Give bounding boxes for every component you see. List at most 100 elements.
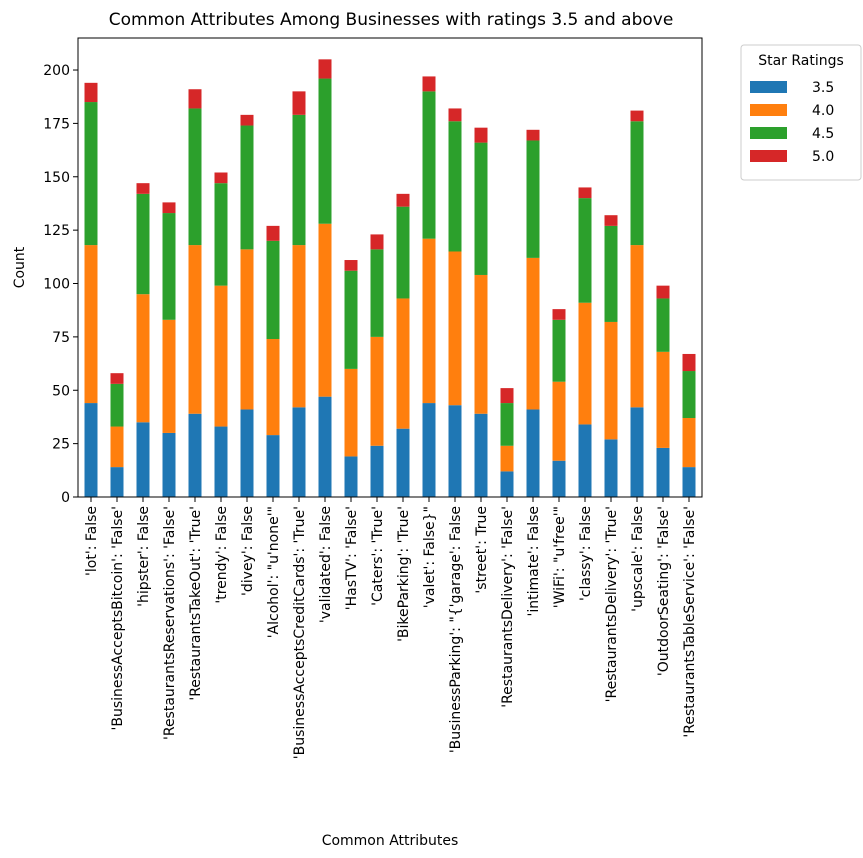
bar-segment-3-5-1 <box>110 467 124 497</box>
y-tick-label: 0 <box>61 490 70 506</box>
bar-segment-5-0-3 <box>162 202 176 214</box>
legend-box <box>740 44 862 181</box>
bar-segment-5-0-20 <box>604 215 618 226</box>
bar-segment-4-5-5 <box>214 183 228 286</box>
x-tick-label: 'Caters': 'True' <box>370 506 386 606</box>
bar-segment-4-5-9 <box>318 78 332 224</box>
bar-segment-5-0-9 <box>318 59 332 79</box>
bar-segment-4-0-4 <box>188 245 202 414</box>
bar-segment-3-5-12 <box>396 428 410 497</box>
bar-segment-4-0-22 <box>656 351 670 448</box>
bar-segment-4-0-11 <box>370 336 384 446</box>
legend-label-4-5: 4.5 <box>812 126 834 142</box>
bar-segment-3-5-8 <box>292 407 306 497</box>
bar-segment-4-0-13 <box>422 238 436 404</box>
legend-swatch-4-0 <box>750 104 787 116</box>
x-tick-label: 'OutdoorSeating': 'False' <box>656 506 672 676</box>
bar-segment-4-0-14 <box>448 251 462 406</box>
bar-segment-4-0-10 <box>344 368 358 457</box>
bar-segment-3-5-10 <box>344 456 358 497</box>
bar-segment-3-5-5 <box>214 426 228 497</box>
bar-segment-3-5-15 <box>474 413 488 497</box>
bar-segment-4-5-19 <box>578 198 592 303</box>
x-tick-label: 'RestaurantsTableService': 'False' <box>682 506 698 738</box>
bar-segment-3-5-7 <box>266 435 280 497</box>
bar-segment-3-5-17 <box>526 409 540 497</box>
bar-segment-4-0-19 <box>578 302 592 425</box>
x-tick-label: 'RestaurantsDelivery': 'True' <box>604 506 620 702</box>
x-tick-label: 'RestaurantsDelivery': 'False' <box>500 506 516 708</box>
x-axis-label: Common Attributes <box>322 833 459 849</box>
bar-segment-4-0-2 <box>136 294 150 423</box>
bar-segment-4-5-6 <box>240 125 254 250</box>
bar-segment-5-0-12 <box>396 193 410 207</box>
x-tick-label: 'lot': False <box>84 506 100 576</box>
bar-segment-5-0-21 <box>630 110 644 122</box>
legend-swatch-4-5 <box>750 127 787 139</box>
legend-title: Star Ratings <box>758 53 844 69</box>
bar-segment-4-0-15 <box>474 274 488 414</box>
bar-segment-4-5-8 <box>292 114 306 246</box>
bar-segment-5-0-17 <box>526 129 540 141</box>
bar-segment-3-5-2 <box>136 422 150 497</box>
bar-segment-3-5-9 <box>318 396 332 497</box>
x-tick-label: 'BusinessAcceptsCreditCards': 'True' <box>292 506 308 759</box>
legend-swatch-5-0 <box>750 150 787 162</box>
x-tick-label: 'RestaurantsTakeOut': 'True' <box>188 506 204 701</box>
bar-segment-4-0-6 <box>240 249 254 410</box>
bar-segment-4-5-22 <box>656 298 670 352</box>
bar-segment-3-5-22 <box>656 447 670 497</box>
bar-segment-5-0-7 <box>266 225 280 241</box>
bar-segment-4-0-20 <box>604 321 618 440</box>
bar-segment-4-0-18 <box>552 381 566 461</box>
bar-segment-5-0-15 <box>474 127 488 143</box>
y-tick-label: 50 <box>52 383 70 399</box>
bar-segment-4-0-23 <box>682 418 696 468</box>
bar-segment-4-5-11 <box>370 249 384 337</box>
bar-segment-4-5-7 <box>266 240 280 340</box>
bar-segment-3-5-19 <box>578 424 592 497</box>
bar-segment-4-0-8 <box>292 245 306 408</box>
legend: Star Ratings 3.5 4.0 4.5 5.0 <box>740 44 862 181</box>
bar-segment-4-0-3 <box>162 319 176 433</box>
bar-segment-3-5-4 <box>188 413 202 497</box>
bar-segment-4-5-17 <box>526 140 540 258</box>
x-tick-label: 'valet': False}" <box>422 506 438 608</box>
bar-segment-4-5-2 <box>136 193 150 295</box>
bar-segment-3-5-6 <box>240 409 254 497</box>
bar-segment-3-5-16 <box>500 471 514 497</box>
bar-segment-3-5-3 <box>162 432 176 497</box>
bar-segment-4-0-1 <box>110 426 124 468</box>
bar-segment-4-5-14 <box>448 121 462 252</box>
legend-label-3-5: 3.5 <box>812 80 834 96</box>
bar-segment-4-5-4 <box>188 108 202 246</box>
bar-segment-3-5-20 <box>604 439 618 497</box>
bar-segment-5-0-16 <box>500 388 514 404</box>
bar-segment-5-0-13 <box>422 76 436 92</box>
bar-segment-5-0-1 <box>110 373 124 384</box>
x-tick-label: 'classy': False <box>578 506 594 601</box>
x-tick-label: 'BusinessParking': "{'garage': False <box>448 506 464 753</box>
bar-segment-3-5-13 <box>422 403 436 497</box>
bar-segment-3-5-21 <box>630 407 644 497</box>
bar-segment-3-5-11 <box>370 445 384 497</box>
x-tick-label: 'Alcohol': "u'none'" <box>266 506 282 638</box>
x-tick-label: 'upscale': False <box>630 506 646 612</box>
bar-segment-4-5-10 <box>344 270 358 369</box>
bar-segment-5-0-10 <box>344 260 358 271</box>
y-tick-label: 75 <box>52 330 70 346</box>
x-tick-label: 'HasTV': 'False' <box>344 506 360 610</box>
bar-segment-4-0-21 <box>630 245 644 408</box>
legend-label-5-0: 5.0 <box>812 149 834 165</box>
bar-segment-4-5-16 <box>500 403 514 446</box>
bar-segment-4-5-0 <box>84 102 98 246</box>
bar-segment-5-0-23 <box>682 353 696 372</box>
bar-segment-5-0-8 <box>292 91 306 115</box>
bar-segment-4-0-5 <box>214 285 228 427</box>
bar-segment-4-0-16 <box>500 445 514 472</box>
bar-segment-5-0-2 <box>136 183 150 194</box>
bar-segment-4-0-0 <box>84 245 98 404</box>
bar-segment-5-0-11 <box>370 234 384 250</box>
chart-title: Common Attributes Among Businesses with … <box>109 10 674 30</box>
